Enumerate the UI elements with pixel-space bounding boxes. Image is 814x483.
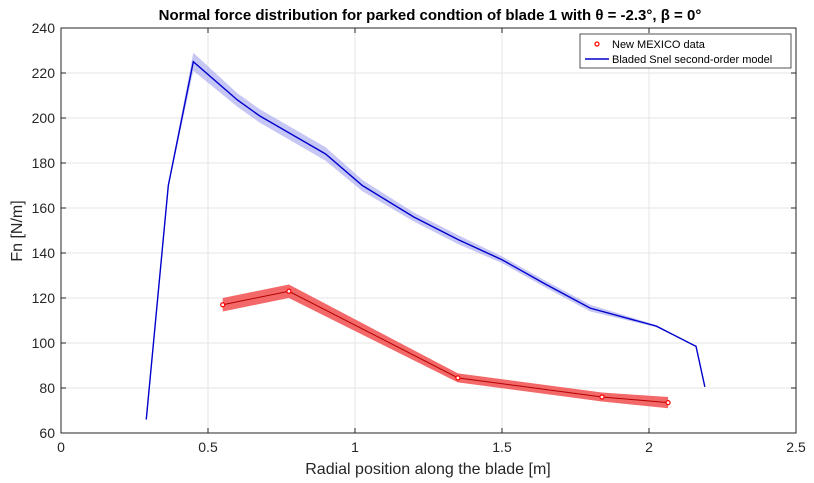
data-point — [286, 288, 292, 294]
legend-label: New MEXICO data — [612, 39, 706, 51]
y-tick-label: 60 — [39, 425, 55, 441]
y-tick-label: 100 — [32, 335, 56, 351]
x-tick-label: 0.5 — [198, 439, 218, 455]
legend-box — [579, 33, 792, 69]
y-tick-label: 120 — [32, 290, 56, 306]
legend: New MEXICO data Bladed Snel second-order … — [579, 33, 792, 69]
y-tick-label: 160 — [32, 200, 56, 216]
y-tick-label: 140 — [32, 245, 56, 261]
x-tick-label: 1 — [351, 439, 359, 455]
legend-entries: New MEXICO data Bladed Snel second-order … — [585, 39, 772, 66]
x-tick-label: 1.5 — [492, 439, 512, 455]
x-axis-label: Radial position along the blade [m] — [305, 461, 551, 478]
x-tick-label: 2 — [645, 439, 653, 455]
confidence-bands — [146, 52, 705, 420]
y-tick-label: 200 — [32, 110, 56, 126]
y-tick-label: 220 — [32, 65, 56, 81]
plot-area — [61, 28, 796, 433]
plot-frame — [60, 27, 797, 434]
data-point — [455, 375, 461, 381]
data-point — [220, 302, 226, 308]
series-markers — [220, 288, 671, 406]
x-tick-label: 0 — [57, 439, 65, 455]
x-tick-label: 2.5 — [786, 439, 806, 455]
legend-marker — [594, 41, 600, 47]
legend-label: Bladed Snel second-order model — [612, 54, 772, 66]
chart-title: Normal force distribution for parked con… — [159, 7, 702, 24]
y-tick-label: 80 — [39, 380, 55, 396]
ticks: 0 0.5 1 1.5 2 2.5 60 80 100 120 140 160 180 200 220 240 — [32, 20, 806, 455]
data-point — [665, 400, 671, 406]
y-tick-label: 180 — [32, 155, 56, 171]
series-line-1 — [145, 60, 706, 420]
y-tick-label: 240 — [32, 20, 56, 36]
y-axis-label: Fn [N/m] — [9, 200, 26, 261]
series-band-0 — [222, 284, 669, 409]
data-point — [599, 394, 605, 400]
